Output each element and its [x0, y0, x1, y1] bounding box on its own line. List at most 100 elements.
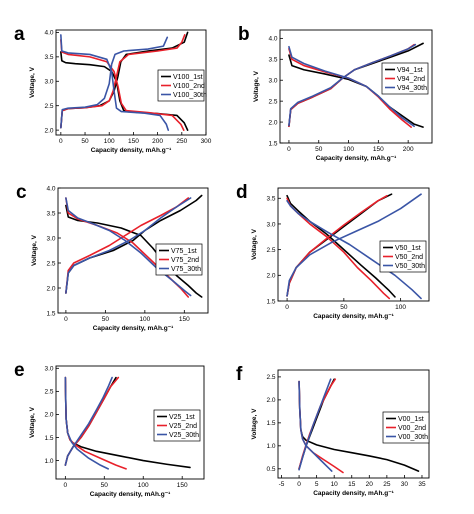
- chart-panel-e: e 0 50 100 150 1.0 1.5 2.0 2.5 3.0 Capacity densit…: [14, 360, 205, 498]
- series-line-V94_30th: [288, 43, 417, 127]
- x-tick-label: 200: [152, 138, 163, 145]
- panel-letter: c: [16, 182, 27, 203]
- x-axis-title: Capacity density, mAh.g⁻¹: [313, 490, 394, 497]
- plot-frame: [279, 29, 433, 144]
- x-tick-label: 100: [343, 146, 354, 153]
- series-line-V50_30th: [286, 193, 422, 297]
- legend-entry: V00_1st: [398, 416, 424, 423]
- y-tick-label: 3.0: [44, 79, 53, 86]
- legend: V75_1st V75_2nd V75_30th: [155, 243, 203, 276]
- series-line-V75_30th: [65, 197, 192, 297]
- series-line-V25_30th: [64, 376, 113, 466]
- y-axis-title: Voltage, V: [251, 408, 258, 440]
- x-tick-label: 30: [401, 481, 409, 488]
- panel-letter: f: [236, 364, 243, 385]
- legend: V00_1st V00_2nd V00_30th: [382, 411, 430, 444]
- x-axis-title: Capacity density, mAh.g⁻¹: [313, 313, 394, 320]
- y-tick-label: 2.0: [266, 273, 275, 280]
- chart-panel-c: c 0 50 100 150 1.5 2.0 2.5 3.0 3.5 4.0 Capacity den…: [16, 182, 209, 332]
- x-tick-label: 150: [373, 146, 384, 153]
- y-tick-label: 0.5: [266, 466, 275, 473]
- y-tick-label: 3.0: [266, 221, 275, 228]
- y-tick-label: 2.5: [44, 103, 53, 110]
- plot-frame: [57, 187, 209, 314]
- plot-area: [64, 376, 191, 470]
- legend-entry: V00_30th: [398, 434, 428, 441]
- plot-area: [286, 193, 422, 300]
- x-tick-label: 200: [403, 146, 414, 153]
- x-tick-label: 100: [138, 482, 149, 489]
- y-tick-label: 2.0: [44, 127, 53, 134]
- chart-panel-d: d 0 50 100 1.5 2.0 2.5 3.0 3.5 Capacity density, …: [236, 182, 430, 320]
- y-tick-label: 2.0: [266, 397, 275, 404]
- legend-entry: V94_1st: [397, 67, 423, 74]
- y-tick-label: 2.5: [268, 98, 277, 105]
- legend: V100_1st V100_2nd V100_30th: [157, 69, 207, 102]
- legend-entry: V00_2nd: [398, 425, 426, 432]
- y-tick-label: 4.0: [268, 36, 277, 43]
- y-tick-label: 3.5: [268, 57, 277, 64]
- x-axis-title: Capacity density, mAh.g⁻¹: [90, 491, 171, 498]
- series-line-V50_2nd: [286, 194, 388, 297]
- panel-letter: d: [236, 182, 248, 203]
- x-tick-label: 150: [177, 482, 188, 489]
- y-axis-title: Voltage, V: [253, 70, 260, 102]
- x-tick-label: 0: [285, 304, 289, 311]
- y-tick-label: 2.0: [268, 119, 277, 126]
- series-line-V75_2nd: [65, 197, 190, 294]
- series-line-V100_2nd: [60, 38, 185, 131]
- legend-entry: V25_2nd: [169, 423, 197, 430]
- legend-entry: V94_2nd: [397, 76, 425, 83]
- x-tick-label: 0: [287, 146, 291, 153]
- series-line-V50_30th: [286, 200, 422, 300]
- x-tick-label: -5: [279, 481, 285, 488]
- x-tick-label: 50: [340, 304, 348, 311]
- legend: V25_1st V25_2nd V25_30th: [153, 409, 201, 442]
- x-tick-label: 5: [315, 481, 319, 488]
- x-tick-label: 50: [101, 482, 109, 489]
- y-axis-title: Voltage, V: [31, 234, 38, 266]
- chart-panel-f: f -5 0 5 10 15 20 25 30 35 0.5 1.0 1.5 2.0 2.5 Capacity…: [236, 364, 430, 497]
- x-tick-label: 100: [104, 138, 115, 145]
- x-axis-title: Capacity density, mAh.g⁻¹: [316, 155, 397, 162]
- x-tick-label: 0: [59, 138, 63, 145]
- y-axis-title: Voltage, V: [29, 406, 36, 438]
- x-tick-label: 20: [366, 481, 374, 488]
- y-tick-label: 1.0: [266, 443, 275, 450]
- y-axis-title: Voltage, V: [29, 66, 36, 98]
- x-tick-label: 0: [64, 316, 68, 323]
- legend-entry: V25_30th: [169, 432, 199, 439]
- y-tick-label: 2.0: [44, 412, 53, 419]
- x-tick-label: 100: [395, 304, 406, 311]
- legend-entry: V50_1st: [395, 245, 421, 252]
- legend-entry: V25_1st: [169, 414, 195, 421]
- series-line-V50_1st: [286, 194, 396, 298]
- series-line-V25_2nd: [64, 376, 120, 466]
- y-tick-label: 1.5: [266, 298, 275, 305]
- series-line-V00_2nd: [298, 380, 344, 474]
- y-tick-label: 3.0: [268, 78, 277, 85]
- y-tick-label: 4.0: [46, 185, 55, 192]
- x-tick-label: 35: [418, 481, 426, 488]
- x-tick-label: 0: [64, 482, 68, 489]
- y-tick-label: 3.5: [46, 210, 55, 217]
- legend-entry: V50_30th: [395, 263, 425, 270]
- x-tick-label: 50: [81, 138, 89, 145]
- legend-entry: V75_1st: [171, 248, 197, 255]
- y-tick-label: 4.0: [44, 30, 53, 37]
- legend: V50_1st V50_2nd V50_30th: [379, 240, 427, 273]
- x-tick-label: 50: [102, 316, 110, 323]
- y-tick-label: 2.5: [46, 260, 55, 267]
- y-tick-label: 1.5: [266, 420, 275, 427]
- x-tick-label: 50: [315, 146, 323, 153]
- y-tick-label: 3.5: [44, 54, 53, 61]
- x-tick-label: 250: [176, 138, 187, 145]
- plot-area: [65, 194, 203, 298]
- x-axis-title: Capacity density, mAh.g⁻¹: [91, 147, 172, 154]
- legend-entry: V94_30th: [397, 85, 427, 92]
- y-tick-label: 2.5: [266, 247, 275, 254]
- plot-area: [60, 31, 189, 131]
- x-axis-title: Capacity density, mAh.g⁻¹: [93, 325, 174, 332]
- panel-letter: e: [14, 360, 25, 381]
- legend-entry: V100_30th: [173, 92, 207, 99]
